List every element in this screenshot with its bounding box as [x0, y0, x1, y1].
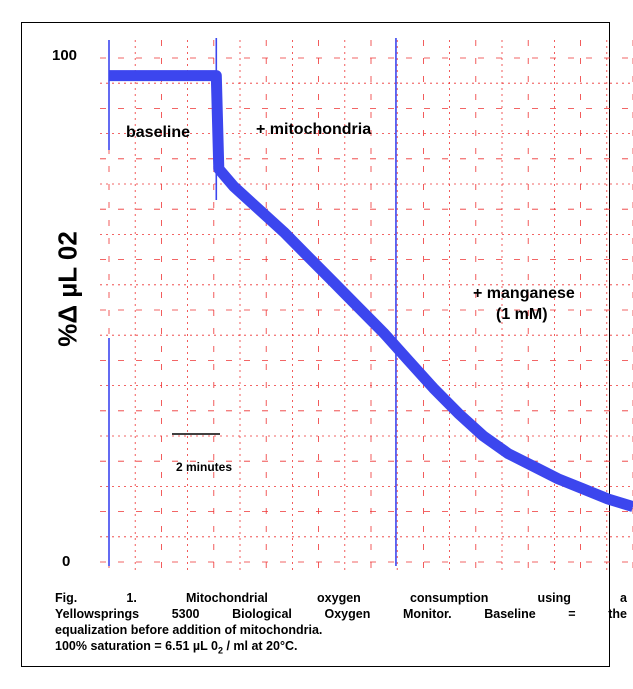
y-tick-0: 0: [62, 553, 71, 570]
annotation-manganese: + manganese: [473, 285, 575, 302]
oxygen-trace: [109, 70, 633, 512]
figure-caption: Fig. 1. Mitochondrial oxygen consumption…: [55, 590, 627, 659]
annotation-manganese-conc: (1 mM): [496, 306, 548, 323]
caption-line-4: 100% saturation = 6.51 µL 02 / ml at 20°…: [55, 639, 298, 656]
caption-line-1: Fig. 1. Mitochondrial oxygen consumption…: [55, 591, 627, 605]
caption-line-2: Yellowsprings 5300 Biological Oxygen Mon…: [55, 607, 627, 621]
annotation-baseline: baseline: [126, 124, 191, 141]
y-axis-title: %Δ µL 02: [52, 231, 83, 347]
caption-line-3: equalization before addition of mitochon…: [55, 623, 323, 637]
figure-frame: [21, 22, 610, 667]
y-tick-100: 100: [52, 47, 78, 64]
annotation-mitochondria: + mitochondria: [256, 121, 372, 138]
event-lines: [108, 38, 397, 566]
annotation-scale: 2 minutes: [176, 460, 233, 474]
grid-lines: [100, 40, 633, 570]
